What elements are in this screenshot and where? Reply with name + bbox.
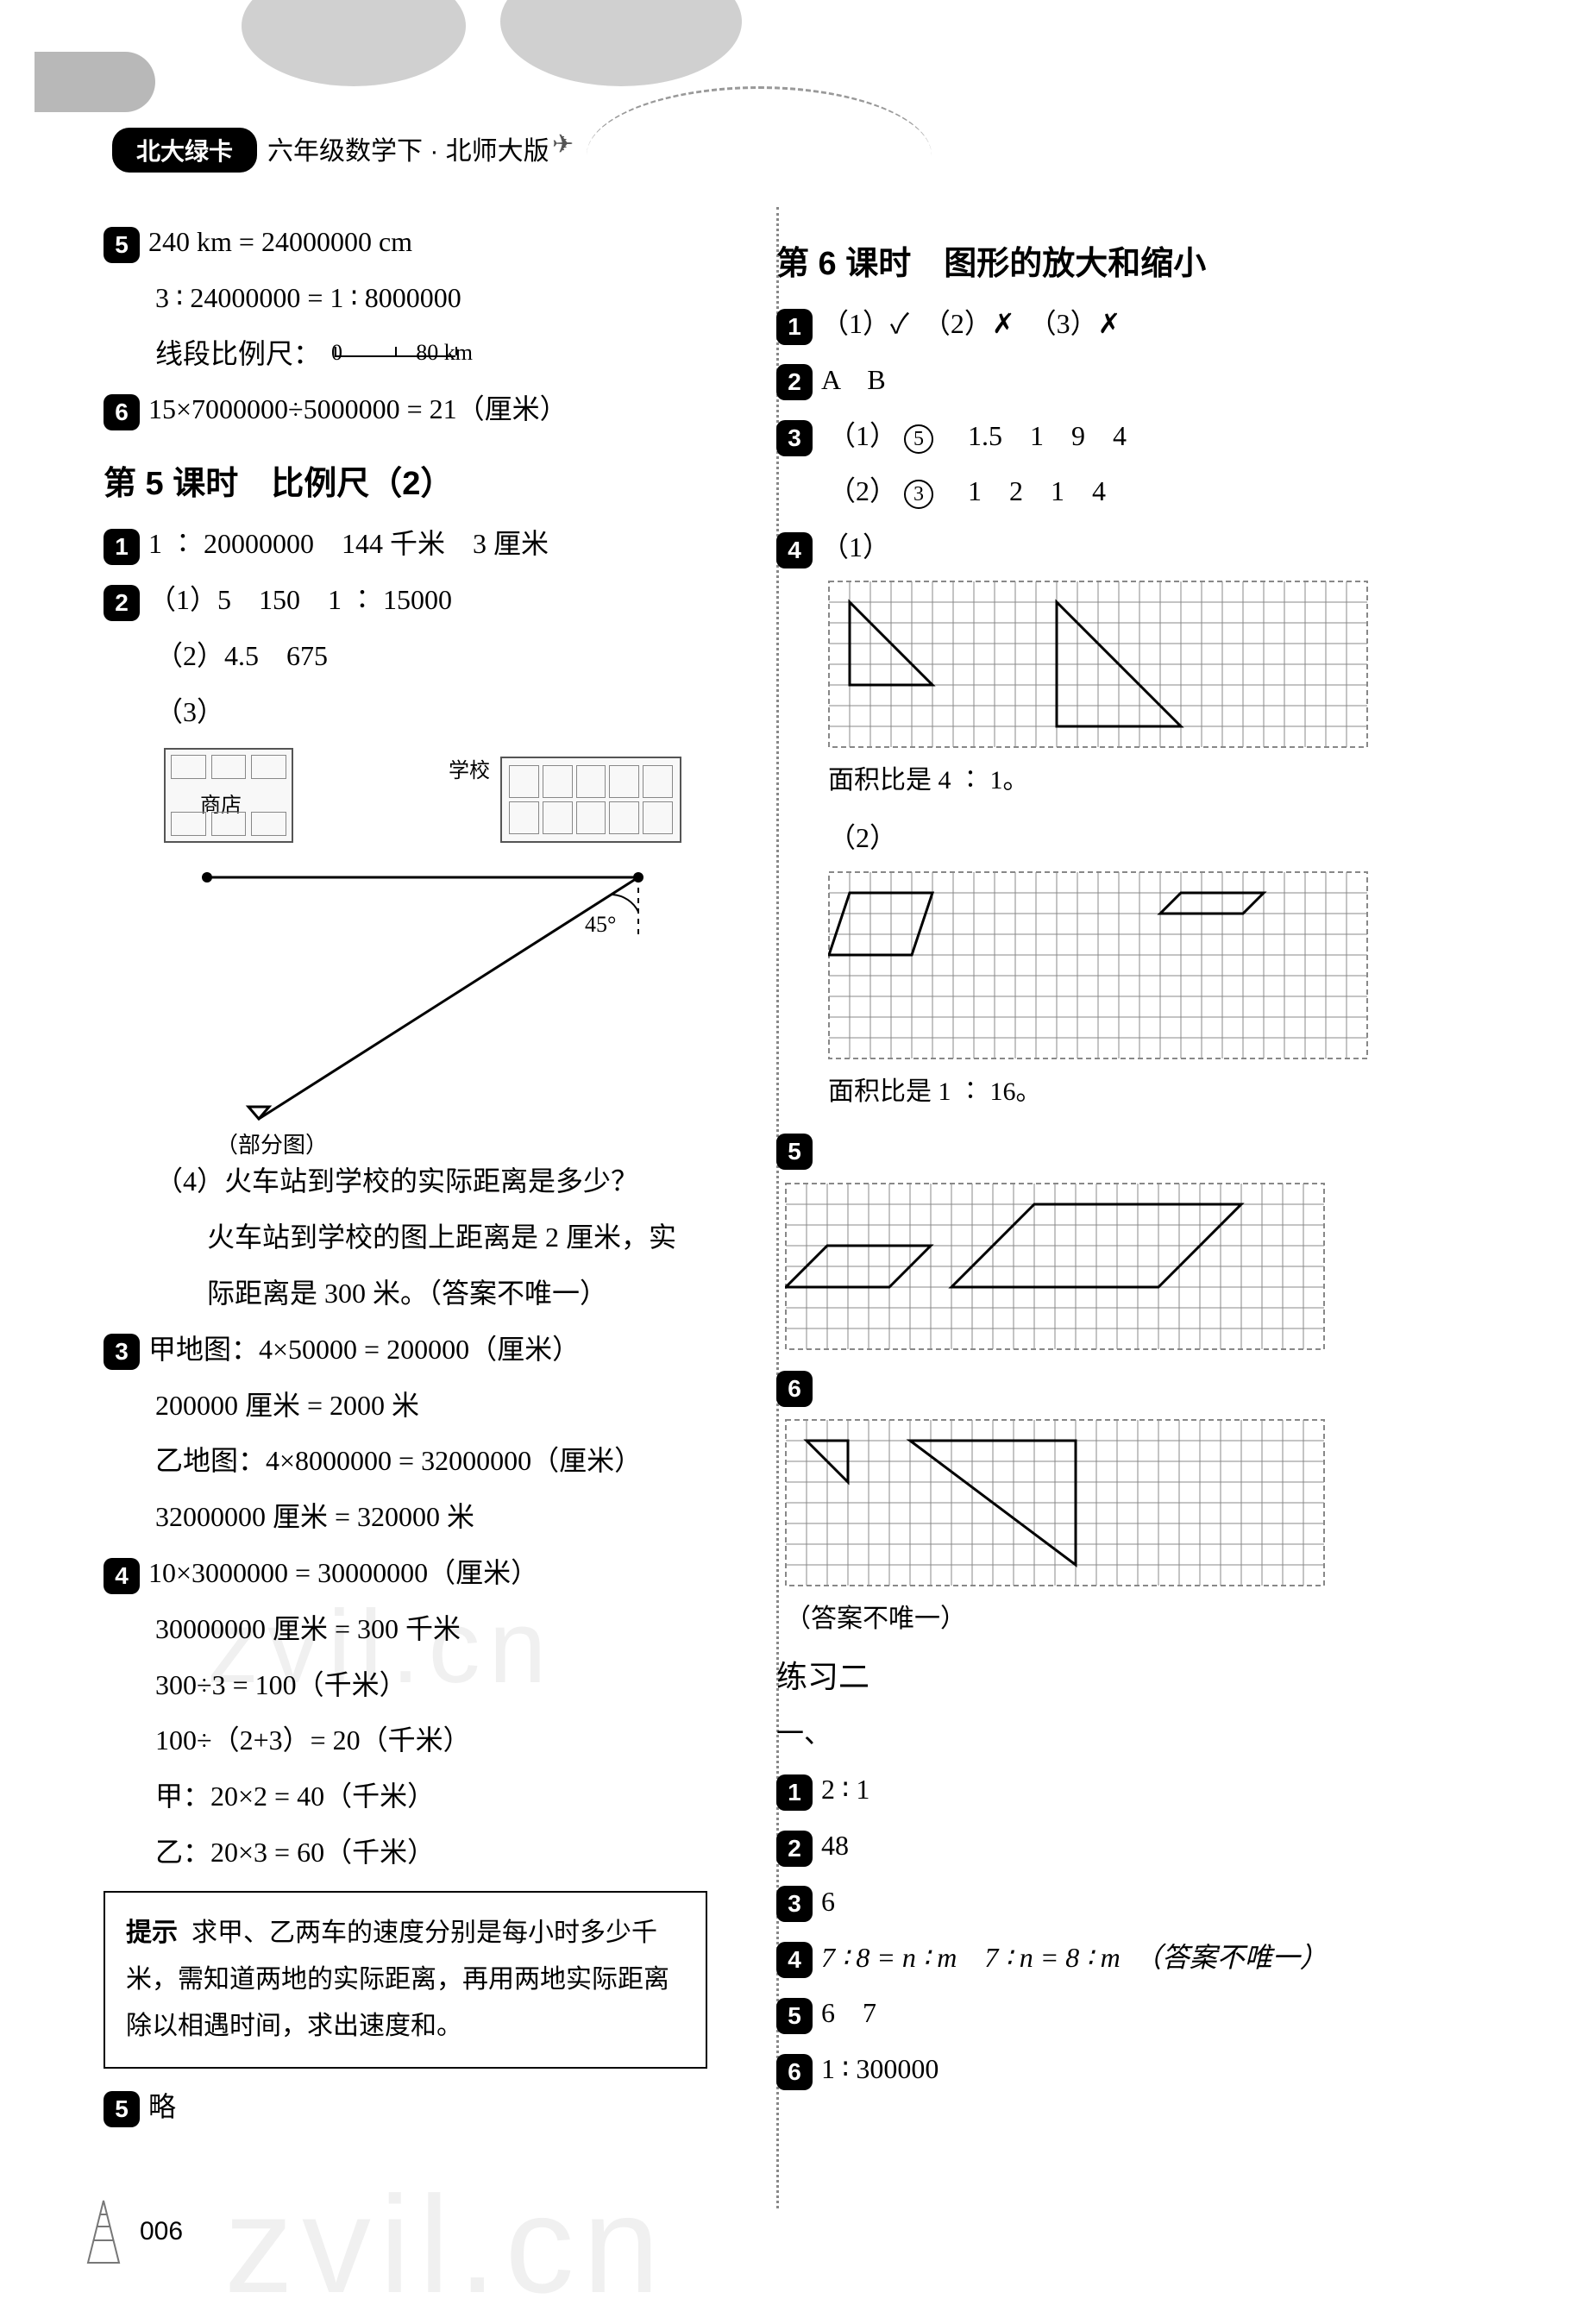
partial-diagram-label: （部分图） — [216, 1127, 328, 1159]
angle-text: 45° — [585, 912, 616, 938]
p-q2: 48 — [821, 1830, 849, 1861]
q5-line1: 240 km = 24000000 cm — [148, 226, 412, 257]
s5-q3-l2: 200000 厘米 = 2000 米 — [104, 1379, 707, 1432]
item-badge-2: 2 — [104, 585, 140, 621]
tip-box: 提示求甲、乙两车的速度分别是每小时多少千米，需知道两地的实际距离，再用两地实际距… — [104, 1891, 707, 2069]
s5-q3-l1: 甲地图：4×50000 = 200000（厘米） — [148, 1334, 580, 1365]
item-badge-1r: 1 — [776, 309, 813, 345]
item-badge-6r: 6 — [776, 1371, 813, 1407]
s5-q2-3-label: （3） — [104, 686, 707, 738]
s6-q3-1-prefix: （1） — [828, 420, 897, 451]
grid-fig-5 — [785, 1183, 1466, 1352]
p-badge-6: 6 — [776, 2054, 813, 2090]
item-badge-4: 4 — [104, 1558, 140, 1594]
s5-q2-4-a2: 际距离是 300 米。（答案不唯一） — [104, 1267, 707, 1320]
s5-q3-l3: 乙地图：4×8000000 = 32000000（厘米） — [104, 1435, 707, 1487]
s5-q2-1: （1）5 150 1 ∶ 15000 — [148, 584, 452, 615]
item-badge-1: 1 — [104, 529, 140, 565]
practice-sec1: 一、 — [776, 1707, 1466, 1760]
grid-fig-4-1 — [828, 581, 1466, 750]
item-badge-6: 6 — [104, 394, 140, 430]
s5-q4-l1: 10×3000000 = 30000000（厘米） — [148, 1557, 538, 1588]
q6-text: 15×7000000÷5000000 = 21（厘米） — [148, 393, 568, 424]
shop-building: 商店 — [164, 748, 293, 843]
s5-q2-2: （2）4.5 675 — [104, 630, 707, 682]
header-decoration — [0, 0, 1582, 138]
page-number: 006 — [140, 2217, 183, 2246]
s6-q3-2-circled: 3 — [904, 480, 933, 509]
p-q6: 1 ∶ 300000 — [821, 2053, 939, 2084]
section6-title: 第 6 课时 图形的放大和缩小 — [776, 236, 1466, 284]
tower-icon — [78, 2197, 129, 2266]
plane-icon: ✈ — [552, 129, 574, 160]
s6-q4-1-label: （1） — [821, 531, 890, 562]
diagram-lines — [155, 851, 690, 1145]
p-badge-1: 1 — [776, 1774, 813, 1811]
scale-bar — [335, 355, 455, 357]
s5-q4-l5: 甲：20×2 = 40（千米） — [104, 1770, 707, 1823]
header-leaf — [35, 52, 155, 112]
watermark: zvil.cn — [224, 2165, 669, 2324]
s6-q3-1-circled: 5 — [904, 424, 933, 454]
book-subtitle: 六年级数学下 · 北师大版 — [267, 129, 549, 167]
p-q4: 7 ∶ 8 = n ∶ m 7 ∶ n = 8 ∶ m （答案不唯一） — [821, 1942, 1328, 1973]
s5-q4-l3: 300÷3 = 100（千米） — [104, 1659, 707, 1712]
s5-q4-l6: 乙：20×3 = 60（千米） — [104, 1826, 707, 1879]
s5-q2-4-q: （4）火车站到学校的实际距离是多少？ — [104, 1155, 707, 1208]
content-area: 5 240 km = 24000000 cm 3 ∶ 24000000 = 1 ∶… — [0, 198, 1582, 2154]
p-q1: 2 ∶ 1 — [821, 1774, 869, 1805]
fig6-caption: （答案不唯一） — [785, 1597, 1466, 1635]
right-column: 第 6 课时 图形的放大和缩小 1 （1）✓ （2）✗ （3）✗ 2 A B 3 （… — [742, 198, 1535, 2154]
s5-q1: 1 ∶ 20000000 144 千米 3 厘米 — [148, 528, 549, 559]
map-diagram: 商店 学校 — [155, 748, 690, 1145]
p-badge-4: 4 — [776, 1942, 813, 1978]
item-badge-5: 5 — [104, 227, 140, 263]
p-q3: 6 — [821, 1886, 835, 1917]
fig4-1-caption: 面积比是 4 ∶ 1。 — [828, 758, 1466, 796]
s6-q3-1-rest: 1.5 1 9 4 — [940, 420, 1127, 451]
p-q5: 6 7 — [821, 1997, 876, 2028]
grid-fig-6 — [785, 1419, 1466, 1588]
p-badge-3: 3 — [776, 1886, 813, 1922]
item-badge-5b: 5 — [104, 2091, 140, 2127]
header-blob — [242, 0, 466, 86]
s5-q3-l4: 32000000 厘米 = 320000 米 — [104, 1491, 707, 1543]
series-badge: 北大绿卡 — [112, 128, 257, 173]
tip-label: 提示 — [126, 1919, 178, 1947]
p-badge-2: 2 — [776, 1831, 813, 1867]
item-badge-3r: 3 — [776, 420, 813, 456]
s5-q4-l2: 30000000 厘米 = 300 千米 — [104, 1603, 707, 1655]
s6-q2: A B — [821, 364, 886, 395]
item-badge-4r: 4 — [776, 532, 813, 568]
dashed-curve — [587, 86, 932, 155]
s5-q5: 略 — [148, 2091, 176, 2122]
q5-line3: 线段比例尺： — [104, 328, 707, 380]
section5-title: 第 5 课时 比例尺（2） — [104, 456, 707, 504]
school-label: 学校 — [449, 753, 490, 783]
grid-fig-4-2 — [828, 871, 1466, 1061]
left-column: 5 240 km = 24000000 cm 3 ∶ 24000000 = 1 ∶… — [0, 198, 742, 2154]
page-footer: 006 — [78, 2197, 183, 2266]
s5-q4-l4: 100÷（2+3）= 20（千米） — [104, 1714, 707, 1767]
item-badge-3: 3 — [104, 1334, 140, 1370]
item-badge-5r: 5 — [776, 1134, 813, 1170]
s6-q1: （1）✓ （2）✗ （3）✗ — [821, 308, 1121, 339]
s6-q3-2-rest: 1 2 1 4 — [940, 475, 1106, 506]
q5-line2: 3 ∶ 24000000 = 1 ∶ 8000000 — [104, 272, 707, 324]
p-badge-5: 5 — [776, 1998, 813, 2034]
fig4-2-caption: 面积比是 1 ∶ 16。 — [828, 1070, 1466, 1108]
s6-q3-2-prefix: （2） — [828, 475, 897, 506]
s6-q4-2-label: （2） — [776, 812, 1466, 864]
tip-body: 求甲、乙两车的速度分别是每小时多少千米，需知道两地的实际距离，再用两地实际距离除… — [126, 1919, 669, 2040]
practice-title: 练习二 — [776, 1652, 1466, 1697]
header-blob — [500, 0, 742, 86]
q5-line3-prefix: 线段比例尺： — [155, 338, 321, 369]
item-badge-2r: 2 — [776, 364, 813, 400]
school-building — [500, 757, 681, 843]
s5-q2-4-a1: 火车站到学校的图上距离是 2 厘米，实 — [104, 1211, 707, 1264]
